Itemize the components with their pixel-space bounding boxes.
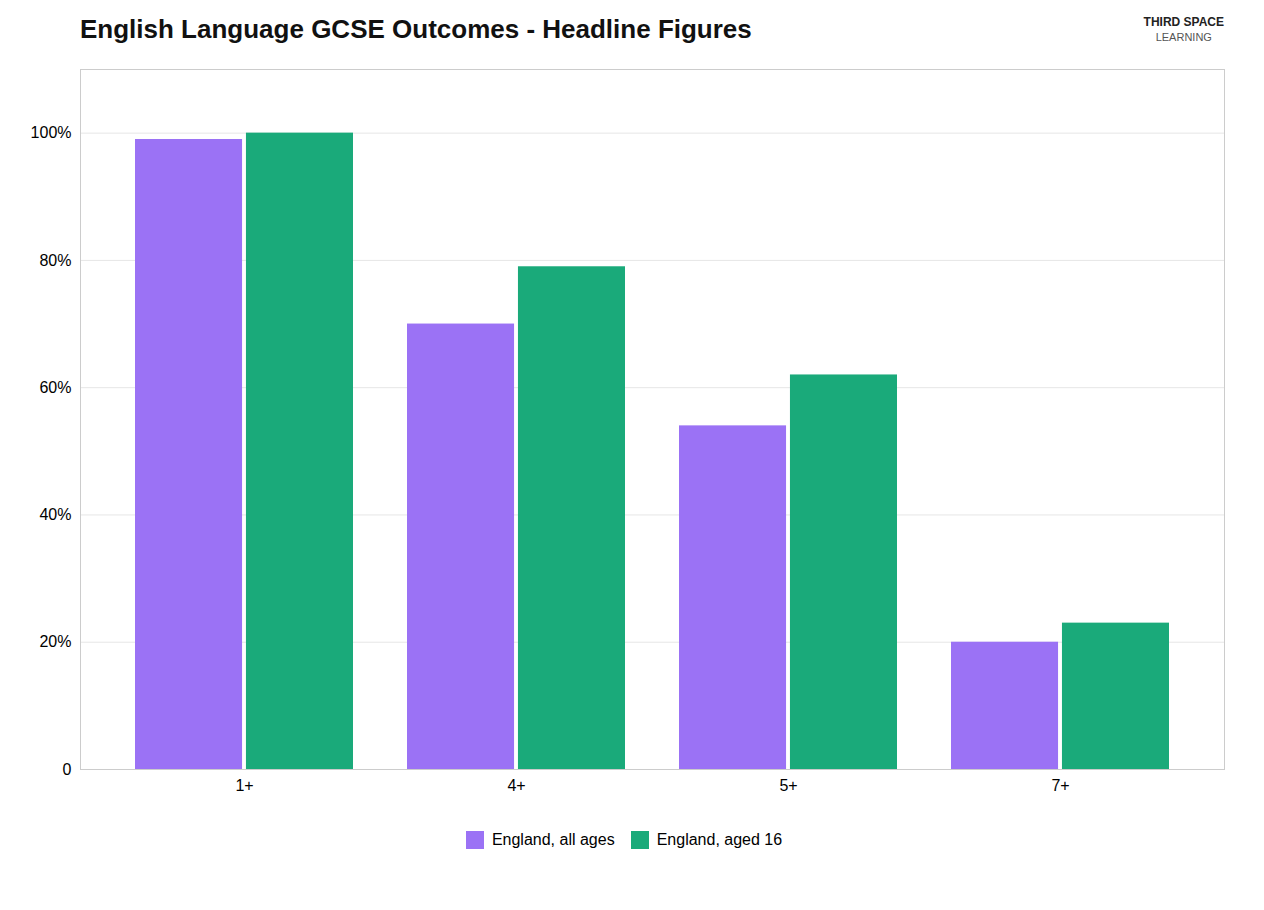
- svg-text:20%: 20%: [39, 633, 71, 650]
- svg-text:5+: 5+: [779, 777, 797, 794]
- svg-text:0: 0: [63, 761, 72, 778]
- svg-text:1+: 1+: [235, 777, 253, 794]
- html-text:England, all ages: England, all ages: [491, 830, 615, 848]
- html-text:THIRD SPACE: THIRD SPACE: [1143, 14, 1224, 29]
- svg-text:4+: 4+: [507, 777, 525, 794]
- svg-text:60%: 60%: [39, 379, 71, 396]
- svg-text:80%: 80%: [39, 252, 71, 269]
- html-text:England, aged 16: England, aged 16: [656, 830, 783, 848]
- html-text:LEARNING: LEARNING: [1155, 31, 1212, 44]
- svg-text:100%: 100%: [31, 124, 72, 141]
- svg-text:40%: 40%: [39, 506, 71, 523]
- svg-text:7+: 7+: [1051, 777, 1069, 794]
- html-text:English Language GCSE Outcomes: English Language GCSE Outcomes - Headlin…: [80, 14, 752, 44]
